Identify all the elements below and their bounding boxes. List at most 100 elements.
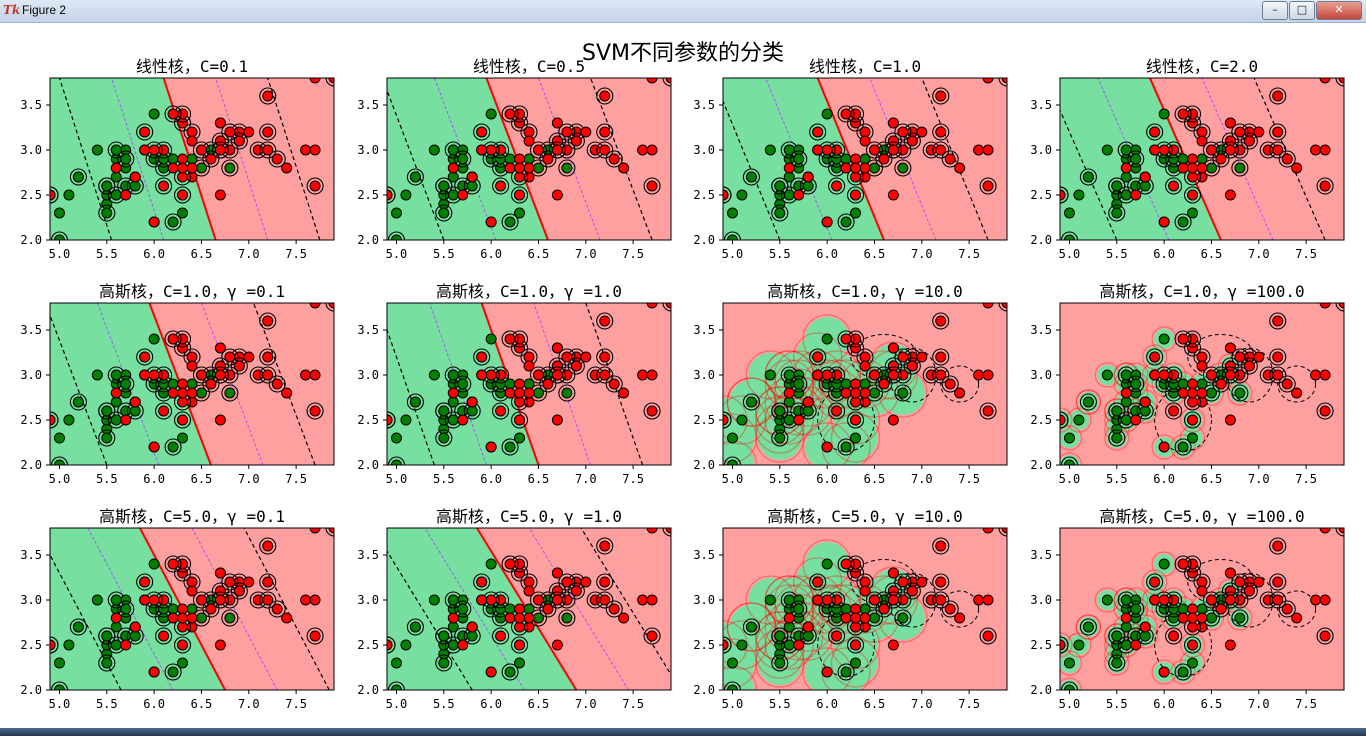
point-class0 — [53, 657, 65, 669]
x-tick-label: 6.5 — [864, 697, 886, 711]
point-class0 — [63, 639, 75, 651]
point-class1 — [1272, 540, 1284, 552]
point-class1 — [167, 558, 179, 570]
point-class1 — [944, 153, 956, 165]
point-class1 — [177, 333, 189, 345]
support-vector-ring — [136, 123, 154, 141]
maximize-button[interactable]: □ — [1289, 1, 1315, 20]
point-class1 — [1224, 594, 1236, 606]
point-class1 — [485, 216, 497, 228]
point-class0 — [167, 216, 179, 228]
point-class1 — [906, 585, 918, 597]
point-class0 — [72, 171, 84, 183]
point-class0 — [177, 432, 189, 444]
y-tick-label: 3.5 — [20, 548, 42, 562]
decision-boundary — [1066, 632, 1092, 658]
point-class1 — [1224, 144, 1236, 156]
x-tick-label: 7.0 — [1248, 697, 1270, 711]
y-tick-label: 3.0 — [693, 143, 715, 157]
support-vector-ring — [221, 159, 239, 177]
point-class1 — [821, 594, 833, 606]
support-vector-ring — [932, 312, 950, 330]
point-class0 — [72, 396, 84, 408]
point-class1 — [570, 135, 582, 147]
point-class1 — [608, 153, 620, 165]
support-vector-ring — [828, 177, 846, 195]
support-vector-ring — [1165, 177, 1183, 195]
point-class1 — [485, 666, 497, 678]
point-class1 — [1177, 333, 1189, 345]
point-class0 — [821, 558, 833, 570]
window-titlebar: Tk Figure 2 – □ ✕ — [0, 0, 1366, 23]
support-vector-ring — [164, 330, 182, 348]
point-class0 — [110, 144, 122, 156]
point-class0 — [1063, 459, 1075, 465]
point-class1 — [233, 135, 245, 147]
point-class0 — [1073, 189, 1085, 201]
point-class0 — [850, 207, 862, 219]
point-class0 — [390, 684, 402, 690]
point-class0 — [1130, 603, 1142, 615]
x-tick-label: 6.5 — [1201, 697, 1223, 711]
support-vector-ring — [846, 186, 865, 204]
support-vector-ring — [1060, 186, 1069, 204]
minimize-button[interactable]: – — [1262, 1, 1288, 20]
point-class1 — [723, 189, 729, 201]
level-line — [1201, 78, 1274, 240]
point-class0 — [745, 171, 757, 183]
x-tick-label: 6.0 — [480, 697, 502, 711]
point-class1 — [665, 303, 671, 309]
support-vector-ring — [1269, 141, 1287, 159]
point-class1 — [1187, 639, 1199, 651]
support-vector-ring — [202, 375, 220, 393]
support-vector-ring — [979, 402, 997, 420]
support-vector-ring — [192, 591, 211, 609]
close-button[interactable]: ✕ — [1316, 1, 1362, 20]
point-class1 — [387, 639, 393, 651]
region-class1 — [1149, 78, 1344, 240]
level-line — [533, 303, 591, 465]
point-class1 — [542, 603, 554, 615]
point-class1 — [1319, 303, 1331, 309]
support-vector-ring — [501, 438, 519, 456]
point-class1 — [262, 540, 274, 552]
point-class1 — [300, 369, 312, 381]
support-vector-ring — [1202, 366, 1221, 384]
point-class1 — [1120, 612, 1132, 624]
x-tick-label: 6.5 — [191, 697, 213, 711]
point-class1 — [214, 144, 226, 156]
decision-boundary — [1094, 587, 1120, 613]
level-line — [1097, 78, 1170, 240]
point-class0 — [1082, 396, 1094, 408]
point-class1 — [935, 369, 947, 381]
point-class1 — [887, 639, 899, 651]
y-tick-label: 3.5 — [357, 323, 379, 337]
point-class0 — [793, 603, 805, 615]
point-class0 — [390, 459, 402, 465]
support-vector-ring — [1127, 600, 1145, 618]
point-class1 — [1319, 144, 1331, 156]
axes-frame — [1059, 527, 1345, 691]
support-vector-ring — [1269, 348, 1287, 366]
x-tick-label: 6.0 — [816, 472, 838, 486]
point-class1 — [447, 387, 459, 399]
support-vector-ring — [865, 141, 884, 159]
x-tick-label: 6.5 — [1201, 247, 1223, 261]
support-vector-ring — [723, 456, 742, 465]
y-tick-label: 2.5 — [357, 638, 379, 652]
point-class0 — [485, 558, 497, 570]
point-class1 — [840, 558, 852, 570]
y-tick-label: 2.5 — [693, 413, 715, 427]
point-class1 — [859, 135, 871, 147]
x-tick-label: 5.0 — [386, 472, 408, 486]
point-class1 — [589, 144, 601, 156]
point-class1 — [495, 405, 507, 417]
point-class0 — [110, 594, 122, 606]
point-class1 — [982, 144, 994, 156]
support-vector-ring — [809, 573, 827, 591]
point-class1 — [158, 405, 170, 417]
point-class1 — [158, 180, 170, 192]
y-tick-label: 3.0 — [1030, 143, 1052, 157]
point-class1 — [1224, 189, 1236, 201]
point-class1 — [551, 144, 563, 156]
